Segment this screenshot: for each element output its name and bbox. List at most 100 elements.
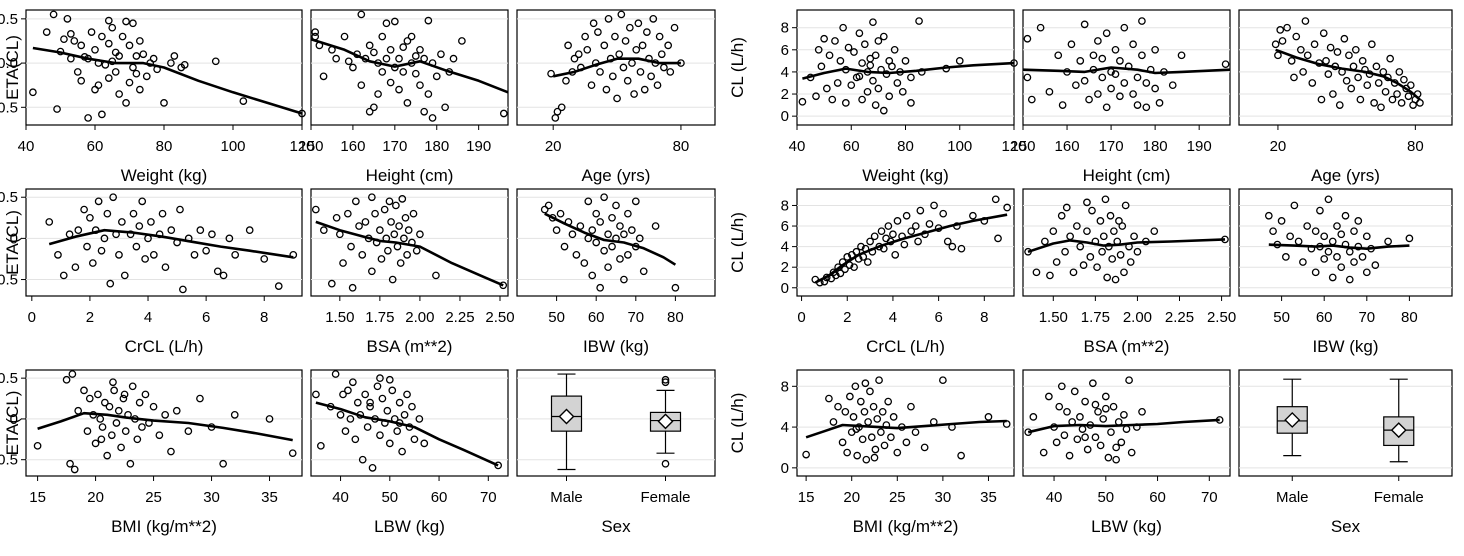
x-tick-label: 2.50	[1207, 309, 1236, 326]
data-point	[572, 250, 581, 259]
data-point	[348, 283, 357, 292]
data-point	[239, 97, 248, 105]
data-point	[1057, 211, 1066, 220]
data-point	[877, 227, 886, 236]
data-point	[562, 76, 570, 85]
data-point	[45, 218, 54, 226]
data-point	[838, 438, 847, 447]
data-point	[1080, 76, 1089, 85]
data-point	[915, 17, 923, 25]
data-point	[870, 453, 879, 462]
data-point	[651, 222, 660, 230]
data-point	[843, 253, 852, 261]
y-tick-label: 0.5	[0, 11, 18, 28]
x-axis-label: Weight (kg)	[121, 166, 208, 185]
data-point	[125, 41, 134, 50]
data-point	[1168, 81, 1177, 90]
data-point	[1404, 92, 1413, 101]
data-point	[871, 445, 880, 454]
y-tick-label: 0	[781, 460, 789, 477]
y-tick-label: -0.5	[0, 452, 18, 469]
data-point	[583, 45, 592, 54]
data-point	[1079, 261, 1088, 269]
panel-eta_bsa: 1.50 1.75 2.00 2.25 2.50 BSA (m**2)	[310, 188, 515, 356]
data-point	[576, 222, 585, 230]
plot-frame	[310, 369, 509, 477]
data-point	[857, 242, 865, 251]
y-tick-label: 2	[781, 86, 789, 103]
x-tick-label: 20	[87, 489, 104, 506]
data-point	[1264, 211, 1273, 220]
data-point	[617, 10, 626, 19]
data-point	[71, 263, 80, 272]
data-point	[149, 250, 158, 259]
data-point	[160, 99, 168, 107]
data-point	[83, 242, 91, 251]
data-point	[1155, 99, 1164, 107]
y-tick-label: 0.5	[0, 370, 18, 387]
data-point	[382, 19, 391, 28]
data-point	[608, 72, 617, 81]
data-point	[878, 407, 887, 416]
data-point	[115, 90, 124, 98]
data-point	[83, 427, 92, 436]
data-point	[1138, 51, 1146, 60]
data-point	[1151, 84, 1159, 93]
data-point	[855, 72, 864, 81]
data-point	[103, 451, 112, 460]
data-point	[655, 32, 664, 41]
data-point	[289, 250, 298, 259]
x-axis-label: Age (yrs)	[582, 166, 651, 185]
data-point	[664, 41, 673, 50]
x-tick-label: 20	[545, 138, 562, 155]
data-point	[1067, 40, 1076, 49]
data-point	[1354, 242, 1363, 251]
data-point	[858, 95, 866, 104]
data-point	[1120, 410, 1128, 419]
x-axis-label: BSA (m**2)	[367, 337, 453, 356]
x-tick-label: 80	[673, 138, 690, 155]
y-tick-label: 6	[781, 218, 789, 235]
data-point	[1386, 54, 1395, 63]
x-tick-label: 120	[289, 138, 314, 155]
data-point	[1091, 400, 1100, 409]
data-point	[385, 439, 394, 448]
data-point	[1271, 40, 1280, 49]
data-points	[312, 370, 502, 472]
data-point	[265, 415, 274, 423]
data-point	[386, 78, 395, 87]
data-point	[594, 28, 602, 36]
x-tick-label: 4	[144, 309, 152, 326]
data-point	[620, 275, 628, 284]
data-point	[373, 382, 382, 391]
x-tick-label: 100	[947, 138, 972, 155]
data-point	[97, 435, 106, 444]
data-point	[101, 398, 109, 407]
data-point	[80, 386, 88, 395]
y-tick-label: 4	[781, 64, 789, 81]
data-point	[893, 79, 902, 87]
data-point	[657, 50, 666, 59]
data-point	[671, 283, 680, 292]
data-point	[1116, 92, 1124, 101]
data-point	[1032, 268, 1041, 277]
data-point	[385, 197, 394, 206]
data-point	[570, 54, 579, 63]
data-point	[1310, 40, 1319, 49]
data-point	[1103, 273, 1111, 282]
data-point	[884, 397, 893, 406]
data-point	[319, 226, 328, 235]
plot-frame	[25, 188, 303, 297]
data-point	[1151, 45, 1159, 54]
smooth-line	[37, 411, 293, 442]
data-point	[994, 234, 1002, 243]
data-point	[395, 85, 403, 94]
data-point	[398, 447, 406, 456]
data-point	[29, 88, 37, 97]
data-point	[98, 423, 107, 431]
data-point	[141, 390, 150, 399]
data-point	[395, 398, 404, 407]
y-tick-label: 0	[10, 230, 18, 247]
smooth-line	[48, 228, 294, 259]
